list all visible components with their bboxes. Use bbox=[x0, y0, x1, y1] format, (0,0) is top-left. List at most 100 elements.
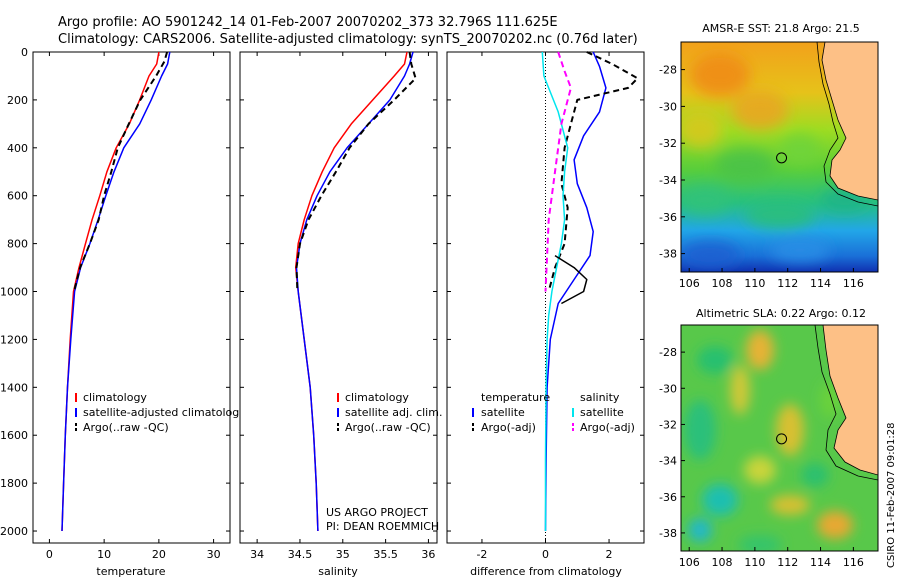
map-x-tick-label: 116 bbox=[843, 556, 864, 569]
land-mass bbox=[821, 42, 878, 201]
legend-salinity-heading: salinity bbox=[580, 391, 620, 404]
map-y-tick-label: -38 bbox=[659, 248, 677, 261]
temperature-series bbox=[61, 51, 171, 532]
temperature-legend: climatology satellite-adjusted climatolo… bbox=[75, 391, 246, 434]
y-tick-label: 2000 bbox=[0, 525, 28, 538]
sla-heatmap bbox=[681, 325, 878, 551]
shelf-contour bbox=[816, 42, 878, 207]
figure-title-line1: Argo profile: AO 5901242_14 01-Feb-2007 … bbox=[58, 15, 558, 30]
x-tick-label: 20 bbox=[152, 548, 166, 561]
x-tick-label: 0 bbox=[542, 548, 549, 561]
y-tick-label: 1000 bbox=[0, 286, 28, 299]
y-tick-label: 1600 bbox=[0, 429, 28, 442]
map-y-tick-label: -30 bbox=[659, 382, 677, 395]
x-tick-label: 2 bbox=[606, 548, 613, 561]
salinity-x-label: salinity bbox=[318, 565, 358, 578]
series-line-argo-raw-qc bbox=[295, 51, 417, 292]
difference-legend: temperature satellite Argo(-adj) salinit… bbox=[472, 391, 635, 434]
map-x-tick-label: 106 bbox=[679, 277, 700, 290]
map-y-tick-label: -28 bbox=[659, 64, 677, 77]
x-tick-label: 10 bbox=[97, 548, 111, 561]
x-tick-label: 35.5 bbox=[373, 548, 398, 561]
map-y-tick-label: -32 bbox=[659, 418, 677, 431]
y-tick-label: 1400 bbox=[0, 381, 28, 394]
map-y-tick-label: -34 bbox=[659, 174, 677, 187]
map-x-tick-label: 108 bbox=[712, 556, 733, 569]
y-tick-label: 1200 bbox=[0, 333, 28, 346]
series-line-argo-temperature-low bbox=[554, 254, 588, 305]
x-tick-label: 0 bbox=[46, 548, 53, 561]
y-tick-label: 800 bbox=[7, 238, 28, 251]
legend-temp-argo-label: Argo(-adj) bbox=[481, 421, 536, 434]
x-tick-label: 35 bbox=[336, 548, 350, 561]
legend-temperature-heading: temperature bbox=[481, 391, 550, 404]
map-x-tick-label: 116 bbox=[843, 277, 864, 290]
legend-climatology-label: climatology bbox=[83, 391, 147, 404]
x-tick-label: 36 bbox=[421, 548, 435, 561]
salinity-plot-frame bbox=[239, 51, 438, 544]
map-y-tick-label: -30 bbox=[659, 100, 677, 113]
y-tick-label: 0 bbox=[21, 46, 28, 59]
map-y-tick-label: -32 bbox=[659, 137, 677, 150]
legend-argo-label: Argo(..raw -QC) bbox=[83, 421, 169, 434]
difference-series bbox=[541, 51, 639, 532]
argo-float-marker bbox=[776, 433, 788, 445]
y-tick-label: 1800 bbox=[0, 477, 28, 490]
x-tick-label: 34 bbox=[250, 548, 264, 561]
y-tick-label: 200 bbox=[7, 94, 28, 107]
sst-heatmap bbox=[681, 42, 878, 272]
temperature-plot-frame bbox=[32, 51, 231, 544]
series-line-argo-raw-qc bbox=[73, 51, 169, 292]
legend-temp-satellite-label: satellite bbox=[481, 406, 525, 419]
sst-map-panel: AMSR-E SST: 21.8 Argo: 21.5 106 108 110 112… bbox=[659, 22, 879, 290]
map-x-tick-label: 114 bbox=[810, 277, 831, 290]
land-mass bbox=[822, 325, 878, 476]
salinity-series bbox=[294, 51, 417, 532]
salinity-legend: climatology satellite adj. clim. Argo(..… bbox=[337, 391, 442, 434]
shelf-contour bbox=[814, 325, 878, 481]
sla-map-axes: 106 108 110 112 114 116 -28 -30 -32 -34 -36 -38 bbox=[659, 346, 864, 569]
legend-sal-argo-label: Argo(-adj) bbox=[580, 421, 635, 434]
y-tick-label: 600 bbox=[7, 190, 28, 203]
map-x-tick-label: 108 bbox=[712, 277, 733, 290]
map-x-tick-label: 114 bbox=[810, 556, 831, 569]
map-y-tick-label: -34 bbox=[659, 455, 677, 468]
series-line-satellite-adj-clim bbox=[295, 51, 414, 532]
temperature-panel: 0 200 400 600 800 1000 1200 1400 1600 1800 2000 0 1… bbox=[0, 46, 246, 578]
sla-map-panel: Altimetric SLA: 0.22 Argo: 0.12 bbox=[659, 307, 879, 569]
x-tick-label: -2 bbox=[476, 548, 487, 561]
x-tick-label: 30 bbox=[207, 548, 221, 561]
difference-panel: -2 0 2 difference from climatology tempera… bbox=[446, 51, 645, 578]
timestamp-stamp: CSIRO 11-Feb-2007 09:01:28 bbox=[886, 423, 897, 568]
legend-argo-label: Argo(..raw -QC) bbox=[345, 421, 431, 434]
series-line-salinity-argo-adj bbox=[544, 51, 572, 292]
x-tick-label: 34.5 bbox=[288, 548, 313, 561]
legend-climatology-label: climatology bbox=[345, 391, 409, 404]
sla-map-frame bbox=[680, 324, 879, 552]
difference-x-label: difference from climatology bbox=[470, 565, 622, 578]
map-x-tick-label: 110 bbox=[744, 277, 765, 290]
map-y-tick-label: -28 bbox=[659, 346, 677, 359]
legend-satellite-label: satellite-adjusted climatology bbox=[83, 406, 246, 419]
map-y-tick-label: -36 bbox=[659, 491, 677, 504]
temperature-y-axis: 0 200 400 600 800 1000 1200 1400 1600 1800 2000 bbox=[0, 46, 230, 538]
sst-map-title: AMSR-E SST: 21.8 Argo: 21.5 bbox=[702, 22, 860, 35]
map-x-tick-label: 112 bbox=[777, 556, 798, 569]
project-annotation: US ARGO PROJECT bbox=[326, 506, 428, 519]
pi-annotation: PI: DEAN ROEMMICH bbox=[326, 520, 439, 533]
map-x-tick-label: 112 bbox=[777, 277, 798, 290]
figure-title-line2: Climatology: CARS2006. Satellite-adjuste… bbox=[58, 32, 638, 47]
legend-satellite-label: satellite adj. clim. bbox=[345, 406, 442, 419]
legend-sal-satellite-label: satellite bbox=[580, 406, 624, 419]
sst-map-frame bbox=[680, 41, 879, 273]
difference-x-axis: -2 0 2 bbox=[447, 51, 644, 561]
series-line-temperature-argo-adj bbox=[547, 51, 639, 292]
series-line-temperature-satellite bbox=[544, 51, 607, 532]
y-tick-label: 400 bbox=[7, 142, 28, 155]
map-x-tick-label: 106 bbox=[679, 556, 700, 569]
map-x-tick-label: 110 bbox=[744, 556, 765, 569]
sla-map-title: Altimetric SLA: 0.22 Argo: 0.12 bbox=[696, 307, 866, 320]
salinity-panel: 34 34.5 35 35.5 36 salinity climatology sate… bbox=[239, 51, 442, 578]
sst-map-axes: 106 108 110 112 114 116 -28 -30 -32 -34 -36 -38 bbox=[659, 64, 864, 290]
